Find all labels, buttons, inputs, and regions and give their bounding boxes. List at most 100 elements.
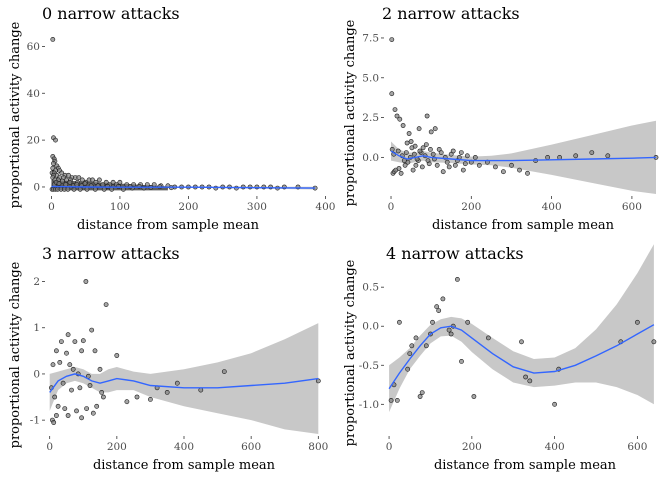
data-point	[517, 167, 522, 173]
data-point	[485, 335, 491, 341]
panel-title: 4 narrow attacks	[386, 244, 524, 263]
data-point	[427, 146, 433, 152]
data-point	[500, 169, 506, 175]
data-point	[76, 175, 82, 180]
data-point	[450, 148, 456, 154]
data-point	[406, 131, 412, 136]
data-point	[100, 182, 106, 187]
y-tick-label: 60	[27, 41, 40, 53]
data-point	[389, 146, 395, 152]
data-point	[198, 387, 204, 393]
data-point	[509, 162, 514, 168]
data-point	[79, 348, 84, 354]
smooth-fit-line	[388, 324, 655, 390]
data-point	[403, 150, 409, 155]
data-point	[92, 348, 98, 354]
data-point	[409, 343, 415, 349]
data-point	[56, 181, 62, 186]
data-point	[410, 167, 416, 173]
data-point	[60, 380, 66, 386]
data-point	[394, 113, 400, 119]
data-point	[398, 170, 404, 176]
data-point	[402, 162, 408, 168]
data-point	[65, 413, 71, 418]
data-point	[83, 279, 89, 284]
data-point	[164, 389, 170, 395]
panel-3-narrow-attacks: 3 narrow attacks distance from sample me…	[8, 244, 328, 473]
data-point	[52, 394, 58, 400]
data-point	[84, 186, 90, 192]
y-tick-label: 0.5	[362, 282, 379, 294]
y-tick-label: -1.0	[359, 399, 379, 411]
panel-title: 2 narrow attacks	[382, 4, 520, 23]
data-point	[66, 172, 71, 178]
data-point	[413, 162, 419, 168]
data-point	[423, 343, 429, 349]
x-tick-label: 100	[110, 201, 130, 213]
data-point	[407, 351, 413, 356]
data-point	[74, 182, 80, 187]
data-point	[413, 335, 419, 341]
y-tick-label: 2	[33, 276, 40, 288]
data-point	[492, 164, 498, 170]
data-point	[388, 397, 394, 403]
x-tick-label: 800	[308, 441, 328, 453]
x-tick-label: 200	[107, 441, 127, 453]
data-point	[444, 159, 450, 165]
data-point	[446, 327, 452, 333]
x-tick-label: 400	[315, 201, 335, 213]
data-point	[93, 179, 99, 185]
x-tick-label: 400	[174, 441, 194, 453]
data-point	[67, 362, 73, 368]
data-point	[94, 403, 100, 409]
data-point	[525, 170, 530, 176]
data-point	[117, 179, 123, 185]
panel-2-narrow-attacks: 2 narrow attacks distance from sample me…	[343, 4, 659, 233]
data-point	[396, 166, 402, 171]
data-point	[557, 154, 562, 160]
data-point	[62, 406, 68, 411]
data-point	[110, 179, 116, 185]
data-point	[221, 369, 227, 374]
data-point	[459, 358, 464, 364]
x-tick-label: 300	[247, 201, 267, 213]
y-axis-label: proportional activity change	[343, 259, 358, 446]
data-point	[411, 151, 417, 157]
y-axis-label: proportional activity change	[8, 21, 23, 208]
x-axis-label: distance from sample mean	[434, 458, 617, 473]
panel-title: 0 narrow attacks	[42, 4, 180, 23]
x-tick-label: 600	[622, 201, 642, 213]
data-point	[405, 366, 411, 372]
smooth-fit-line	[51, 185, 316, 189]
panel-title: 3 narrow attacks	[42, 244, 180, 263]
y-tick-label: 1	[33, 322, 40, 334]
data-point	[438, 150, 444, 155]
y-tick-label: 5.0	[362, 72, 379, 84]
data-point	[65, 186, 71, 192]
panel-0-narrow-attacks: 0 narrow attacks distance from sample me…	[8, 4, 335, 233]
data-point	[392, 107, 398, 112]
y-tick-label: 7.5	[362, 32, 379, 44]
data-point	[545, 154, 550, 160]
data-point	[90, 177, 95, 183]
data-point	[70, 366, 76, 372]
data-point	[114, 353, 120, 358]
data-point	[464, 153, 470, 159]
y-axis-label: proportional activity change	[8, 261, 23, 448]
data-point	[389, 91, 395, 97]
x-tick-label: 400	[545, 441, 565, 453]
y-axis-label: proportional activity change	[343, 19, 358, 206]
data-point	[54, 413, 59, 418]
data-point	[60, 178, 65, 184]
y-tick-label: 2.5	[362, 112, 379, 124]
x-tick-label: 0	[48, 201, 55, 213]
data-point	[404, 140, 410, 146]
data-point	[50, 362, 56, 368]
data-point	[432, 126, 438, 132]
data-point	[419, 164, 425, 170]
data-point	[434, 304, 440, 310]
data-point	[419, 390, 425, 395]
data-point	[72, 339, 78, 344]
data-point	[454, 276, 460, 282]
data-point	[430, 319, 435, 325]
